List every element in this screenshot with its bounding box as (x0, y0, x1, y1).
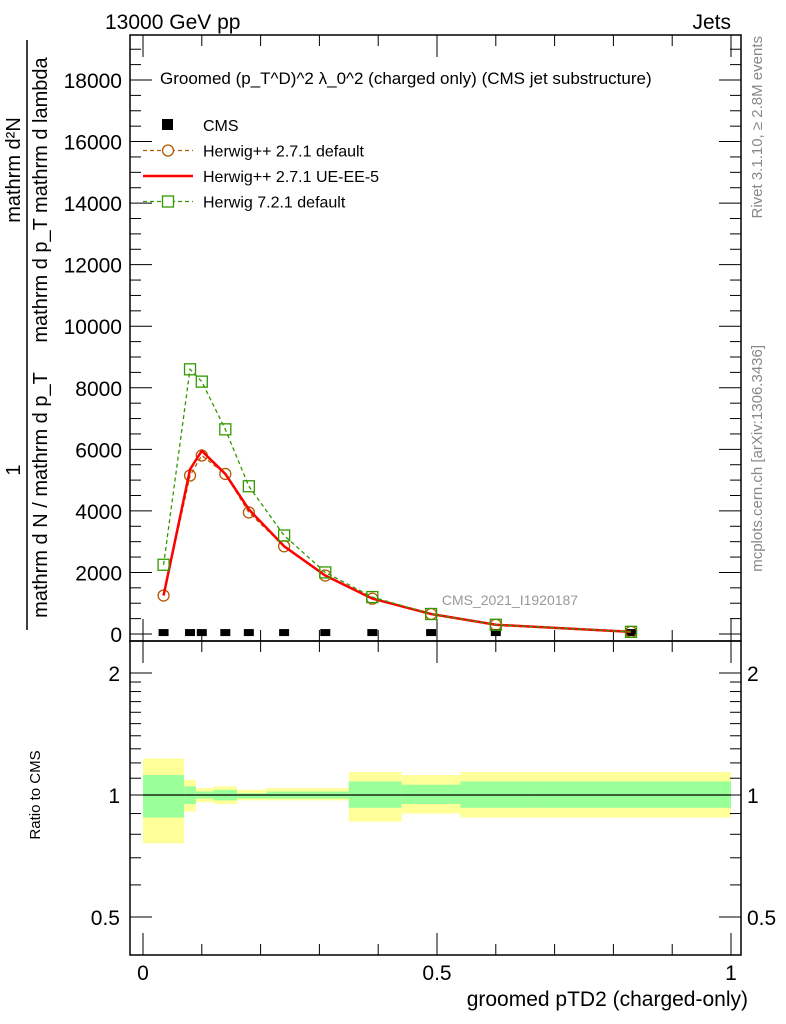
herwig7-point (624, 625, 638, 638)
herwig7-point (157, 558, 170, 571)
ratio-ylabel: Ratio to CMS (27, 750, 44, 839)
legend-marker-square (161, 195, 175, 208)
legend-label: Herwig++ 2.7.1 UE-EE-5 (203, 169, 379, 186)
legend-label: CMS (203, 118, 239, 135)
ylabel-den: mathrm d p_T mathrm d lambda (30, 56, 52, 342)
cms-data-point (220, 629, 231, 637)
legend-marker-cms (162, 119, 173, 130)
header-left: 13000 GeV pp (105, 11, 240, 34)
cms-data-point (320, 629, 331, 637)
mcplots-label: mcplots.cern.ch [arXiv:1306.3436] (749, 345, 766, 572)
ratio-y-tick-label-right: 2 (747, 663, 759, 686)
y-tick-label: 0 (110, 624, 122, 647)
ylabel2-num: 1 (3, 464, 25, 475)
header-right: Jets (692, 11, 731, 34)
ratio-y-tick-label: 1 (108, 785, 120, 808)
herwig7-point (183, 363, 197, 376)
x-tick-label: 0 (137, 962, 149, 985)
herwig7-point (424, 607, 438, 621)
cms-data-point (490, 629, 501, 637)
ylabel2-den: mathrm d N / mathrm d p_T (30, 372, 52, 618)
ratio-panel: 0.5 0.5 1 1 2 2 0 0.5 1 (91, 640, 776, 985)
cms-data-point (196, 629, 207, 637)
y-tick-label: 4000 (75, 501, 122, 524)
uncertainty-band-green (143, 775, 185, 818)
cms-data-point (426, 629, 437, 637)
y-tick-label: 6000 (75, 439, 122, 462)
cms-data-point (367, 629, 378, 637)
herwig7-point (489, 618, 502, 631)
y-tick-label: 14000 (64, 193, 122, 216)
herwig7-point (366, 590, 379, 604)
cms-data-point (185, 629, 196, 637)
cms-data-point (626, 629, 637, 637)
legend-label: Herwig 7.2.1 default (203, 195, 346, 212)
y-tick-label: 16000 (64, 132, 122, 155)
y-tick-label: 2000 (75, 562, 122, 585)
y-tick-label: 18000 (64, 70, 122, 93)
cms-data-point (279, 629, 290, 637)
ratio-y-tick-label-right: 1 (747, 785, 759, 808)
legend-marker-circle (161, 144, 175, 157)
legend: CMS Herwig++ 2.7.1 default Herwig++ 2.7.1 … (143, 118, 379, 212)
ratio-y-tick-label-right: 0.5 (747, 907, 776, 930)
y-tick-label: 12000 (64, 255, 122, 278)
herwig7-point (242, 480, 255, 493)
herwigpp-default-point (242, 506, 255, 519)
rivet-label: Rivet 3.1.10, ≥ 2.8M events (749, 36, 766, 219)
herwig7-point (195, 375, 208, 388)
main-panel: 0 2000 4000 6000 8000 10000 12000 14000 16000 180… (64, 34, 742, 647)
uncertainty-band-green (237, 793, 267, 799)
chart-title: Groomed (p_T^D)^2 λ_0^2 (charged only) (… (160, 69, 652, 88)
xlabel: groomed pTD2 (charged-only) (467, 988, 748, 1011)
ylabel-num: mathrm d²N (3, 117, 25, 223)
ratio-frame (129, 640, 742, 956)
ratio-y-tick-label: 0.5 (91, 907, 120, 930)
herwigpp-default-point (219, 467, 232, 481)
y-tick-label: 8000 (75, 378, 122, 401)
x-tick-label: 0.5 (422, 962, 451, 985)
herwig7-point (277, 529, 291, 542)
herwig7-point (319, 566, 332, 579)
cms-data-point (158, 629, 169, 637)
cms-data-point (243, 629, 254, 637)
uncertainty-band-green (401, 784, 461, 805)
y-tick-label: 10000 (64, 316, 122, 339)
y-axis-label: mathrm d²N 1 mathrm d p_T mathrm d lambd… (3, 40, 52, 630)
series-line-3 (162, 367, 632, 633)
x-tick-label: 1 (725, 962, 737, 985)
watermark: CMS_2021_I1920187 (442, 592, 578, 608)
herwig7-point (219, 423, 232, 436)
ratio-y-tick-label: 2 (108, 663, 120, 686)
legend-label: Herwig++ 2.7.1 default (203, 144, 365, 161)
